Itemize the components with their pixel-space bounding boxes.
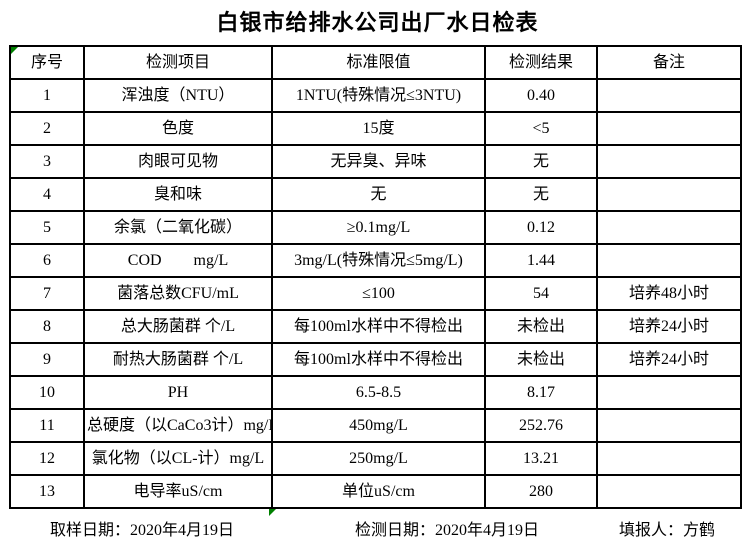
column-header-standard: 标准限值 <box>271 45 486 80</box>
cell-no: 9 <box>9 342 85 377</box>
cell-note <box>596 177 742 212</box>
cell-standard: 每100ml水样中不得检出 <box>271 342 486 377</box>
column-header-item: 检测项目 <box>83 45 273 80</box>
table-row: 5 余氯（二氧化碳） ≥0.1mg/L 0.12 <box>9 210 742 245</box>
cell-result: 0.12 <box>484 210 598 245</box>
cell-item: 总大肠菌群 个/L <box>83 309 273 344</box>
cell-item: 氯化物（以CL-计）mg/L <box>83 441 273 476</box>
table-body: 1 浑浊度（NTU） 1NTU(特殊情况≤3NTU) 0.40 2 色度 15度 <5 3 肉眼可… <box>9 78 742 509</box>
cell-result: 无 <box>484 177 598 212</box>
cell-result: 252.76 <box>484 408 598 443</box>
table-row: 3 肉眼可见物 无异臭、异味无 <box>9 144 742 179</box>
excel-error-triangle-icon <box>11 47 18 54</box>
cell-standard: 每100ml水样中不得检出 <box>271 309 486 344</box>
cell-no: 7 <box>9 276 85 311</box>
cell-no: 1 <box>9 78 85 113</box>
cell-standard: 单位uS/cm <box>271 474 486 509</box>
sampling-date-label: 取样日期：2020年4月19日 <box>50 522 235 539</box>
cell-result: 13.21 <box>484 441 598 476</box>
cell-result: 54 <box>484 276 598 311</box>
cell-item: 电导率uS/cm <box>83 474 273 509</box>
cell-standard: ≥0.1mg/L <box>271 210 486 245</box>
cell-standard: 无 <box>271 177 486 212</box>
cell-standard: 6.5-8.5 <box>271 375 486 410</box>
cell-no: 8 <box>9 309 85 344</box>
cell-result: 未检出 <box>484 309 598 344</box>
table-row: 1 浑浊度（NTU） 1NTU(特殊情况≤3NTU) 0.40 <box>9 78 742 113</box>
cell-note <box>596 78 742 113</box>
cell-standard: 无异臭、异味 <box>271 144 486 179</box>
cell-result: 未检出 <box>484 342 598 377</box>
cell-item: 臭和味 <box>83 177 273 212</box>
excel-error-triangle-icon <box>269 509 276 516</box>
cell-no: 6 <box>9 243 85 278</box>
table-row: 13 电导率uS/cm 单位uS/cm 280 <box>9 474 742 509</box>
table-row: 2 色度 15度 <5 <box>9 111 742 146</box>
reporter-label: 填报人：方鹤 <box>619 522 716 539</box>
cell-item: 浑浊度（NTU） <box>83 78 273 113</box>
page-title: 白银市给排水公司出厂水日检表 <box>216 10 539 35</box>
cell-note <box>596 375 742 410</box>
cell-item: 耐热大肠菌群 个/L <box>83 342 273 377</box>
cell-result: 0.40 <box>484 78 598 113</box>
cell-standard: ≤100 <box>271 276 486 311</box>
cell-note <box>596 441 742 476</box>
cell-no: 4 <box>9 177 85 212</box>
cell-note: 培养24小时 <box>596 309 742 344</box>
cell-standard: 15度 <box>271 111 486 146</box>
cell-item: COD mg/L <box>83 243 273 278</box>
cell-standard: 250mg/L <box>271 441 486 476</box>
cell-result: <5 <box>484 111 598 146</box>
table-row: 6 COD mg/L 3mg/L(特殊情况≤5mg/L) 1.44 <box>9 243 742 278</box>
cell-note <box>596 111 742 146</box>
table-row: 7 菌落总数CFU/mL ≤100 54 培养48小时 <box>9 276 742 311</box>
inspection-table: 序号 检测项目 标准限值 检测结果 备注 1 浑浊度（NTU） 1NTU(特殊情况≤… <box>9 45 742 509</box>
column-header-result: 检测结果 <box>484 45 598 80</box>
table-row: 9 耐热大肠菌群 个/L 每100ml水样中不得检出 未检出 培养24小时 <box>9 342 742 377</box>
cell-note: 培养48小时 <box>596 276 742 311</box>
cell-result: 8.17 <box>484 375 598 410</box>
cell-no: 5 <box>9 210 85 245</box>
table-row: 10 PH 6.5-8.5 8.17 <box>9 375 742 410</box>
header-row: 序号 检测项目 标准限值 检测结果 备注 <box>9 45 742 80</box>
cell-note <box>596 243 742 278</box>
cell-note <box>596 210 742 245</box>
cell-result: 280 <box>484 474 598 509</box>
cell-no: 11 <box>9 408 85 443</box>
cell-no: 3 <box>9 144 85 179</box>
column-header-note: 备注 <box>596 45 742 80</box>
cell-standard: 3mg/L(特殊情况≤5mg/L) <box>271 243 486 278</box>
cell-no: 13 <box>9 474 85 509</box>
test-date-label: 检测日期：2020年4月19日 <box>355 522 540 539</box>
cell-result: 无 <box>484 144 598 179</box>
column-header-no: 序号 <box>9 45 85 80</box>
cell-no: 2 <box>9 111 85 146</box>
cell-item: 总硬度（以CaCo3计）mg/L <box>83 408 273 443</box>
cell-note: 培养24小时 <box>596 342 742 377</box>
cell-note <box>596 144 742 179</box>
cell-no: 12 <box>9 441 85 476</box>
cell-note <box>596 474 742 509</box>
cell-standard: 1NTU(特殊情况≤3NTU) <box>271 78 486 113</box>
table-row: 11 总硬度（以CaCo3计）mg/L 450mg/L 252.76 <box>9 408 742 443</box>
table-row: 8 总大肠菌群 个/L 每100ml水样中不得检出 未检出 培养24小时 <box>9 309 742 344</box>
cell-result: 1.44 <box>484 243 598 278</box>
cell-item: 肉眼可见物 <box>83 144 273 179</box>
cell-standard: 450mg/L <box>271 408 486 443</box>
table-row: 12 氯化物（以CL-计）mg/L 250mg/L 13.21 <box>9 441 742 476</box>
cell-item: 菌落总数CFU/mL <box>83 276 273 311</box>
cell-item: PH <box>83 375 273 410</box>
cell-no: 10 <box>9 375 85 410</box>
cell-item: 余氯（二氧化碳） <box>83 210 273 245</box>
cell-item: 色度 <box>83 111 273 146</box>
cell-note <box>596 408 742 443</box>
table-row: 4 臭和味无无 <box>9 177 742 212</box>
